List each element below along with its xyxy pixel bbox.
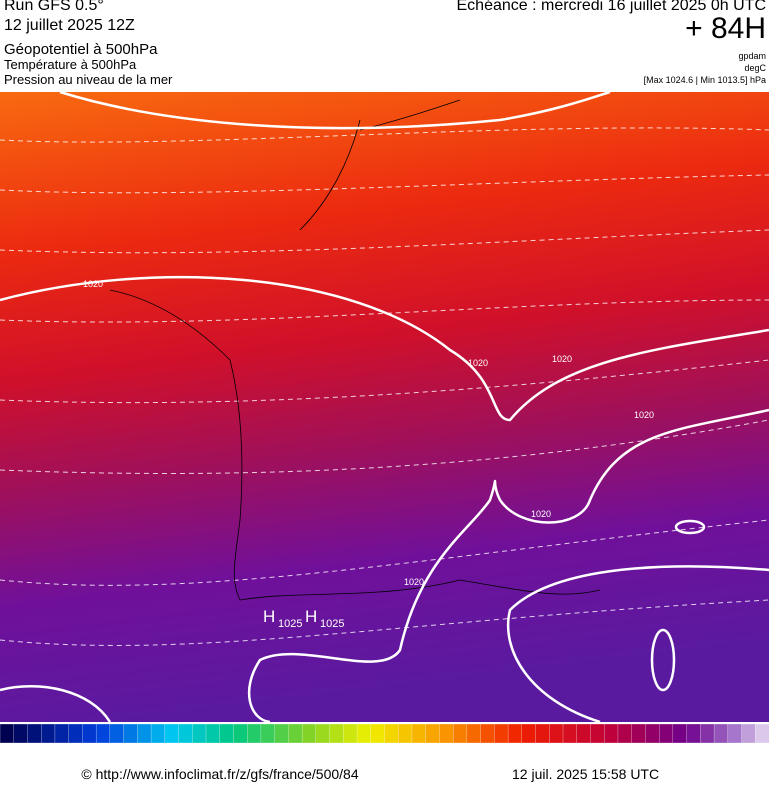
colorbar-swatch	[343, 723, 358, 744]
colorbar-swatch	[247, 723, 262, 744]
contour-label: 1020	[634, 410, 654, 420]
colorbar-swatch	[700, 723, 715, 744]
colorbar-swatch	[54, 723, 70, 744]
colorbar-swatch	[123, 723, 138, 744]
colorbar-swatch	[164, 723, 180, 744]
colorbar-swatch	[453, 723, 468, 744]
offset: + 84H	[685, 12, 766, 45]
colorbar-swatch	[755, 723, 769, 744]
colorbar-swatch	[68, 723, 84, 744]
colorbar-swatch	[233, 723, 248, 744]
colorbar-swatch	[535, 723, 550, 744]
colorbar-swatch	[356, 723, 372, 744]
contour-label: 1020	[552, 354, 572, 364]
colorbar-swatch	[480, 723, 496, 744]
colorbar-swatch	[521, 723, 537, 744]
colorbar-swatch	[604, 723, 619, 744]
contour-label: 1020	[468, 358, 488, 368]
colorbar-swatch	[137, 723, 152, 744]
colorbar-swatch	[466, 723, 482, 744]
high-symbol: H	[263, 607, 275, 626]
colorbar-swatch	[549, 723, 564, 744]
colorbar-swatch	[686, 723, 701, 744]
field-shading	[0, 92, 769, 722]
colorbar-swatch	[425, 723, 441, 744]
footer-url: © http://www.infoclimat.fr/z/gfs/france/…	[81, 766, 359, 782]
colorbar-swatch	[178, 723, 193, 744]
colorbar-swatch	[95, 723, 111, 744]
colorbar-swatch	[727, 723, 743, 744]
colorbar-swatch	[260, 723, 276, 744]
colorbar-swatch	[411, 723, 427, 744]
colorbar-swatch	[398, 723, 413, 744]
colorbar-swatch	[205, 723, 221, 744]
colorbar-swatch	[27, 723, 42, 744]
colorbar-swatch	[301, 723, 317, 744]
field: Pression au niveau de la mer	[4, 72, 173, 87]
colorbar-swatch	[507, 723, 523, 744]
colorbar-swatch	[658, 723, 674, 744]
colorbar-swatch	[494, 723, 509, 744]
unit: degC	[744, 63, 766, 73]
colorbar-swatch	[741, 723, 756, 744]
colorbar-swatch	[384, 723, 399, 744]
colorbar-swatch	[617, 723, 633, 744]
colorbar-swatch	[713, 723, 729, 744]
footer-timestamp: 12 juil. 2025 15:58 UTC	[512, 766, 660, 782]
isotherms	[0, 127, 769, 646]
colorbar-swatch	[192, 723, 207, 744]
colorbar-swatch	[315, 723, 331, 744]
colorbar-swatch	[631, 723, 647, 744]
high-value: 1025	[320, 618, 344, 630]
colorbar-swatch	[329, 723, 344, 744]
run-date: 12 juillet 2025 12Z	[4, 17, 135, 34]
colorbar-swatch	[439, 723, 454, 744]
echeance: Echéance : mercredi 16 juillet 2025 0h U…	[456, 0, 767, 14]
colorbar-swatch	[645, 723, 660, 744]
map: 102010201020102010201020H1025H1025496500…	[0, 90, 769, 745]
colorbar-swatch	[370, 723, 386, 744]
range: [Max 1024.6 | Min 1013.5] hPa	[643, 75, 766, 85]
colorbar-swatch	[274, 723, 290, 744]
colorbar-swatch	[562, 723, 578, 744]
colorbar-swatch	[590, 723, 605, 744]
unit: gpdam	[738, 51, 766, 61]
colorbar-swatch	[0, 723, 15, 744]
run: Run GFS 0.5°	[4, 0, 104, 14]
colorbar-swatch	[672, 723, 688, 744]
colorbar-swatch	[13, 723, 29, 744]
colorbar-swatch	[109, 723, 125, 744]
colorbar-swatch	[41, 723, 56, 744]
colorbar-swatch	[219, 723, 235, 744]
contour-label: 1020	[531, 509, 551, 519]
colorbar-swatch	[150, 723, 166, 744]
colorbar-swatch	[288, 723, 303, 744]
field: Température à 500hPa	[4, 57, 137, 72]
colorbar-swatch	[576, 723, 592, 744]
contour-label: 1020	[404, 577, 424, 587]
high-symbol: H	[305, 607, 317, 626]
high-value: 1025	[278, 618, 302, 630]
field: Géopotentiel à 500hPa	[4, 41, 158, 58]
isobars	[0, 90, 769, 724]
colorbar-swatch	[82, 723, 97, 744]
contour-label: 1020	[83, 279, 103, 289]
